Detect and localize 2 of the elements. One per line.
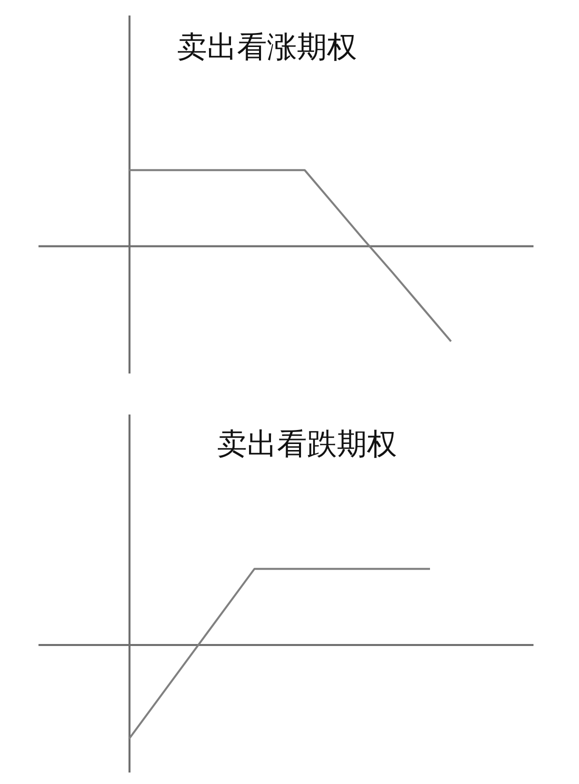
chart-title: 卖出看跌期权 — [217, 427, 397, 462]
chart-title: 卖出看涨期权 — [177, 30, 357, 65]
